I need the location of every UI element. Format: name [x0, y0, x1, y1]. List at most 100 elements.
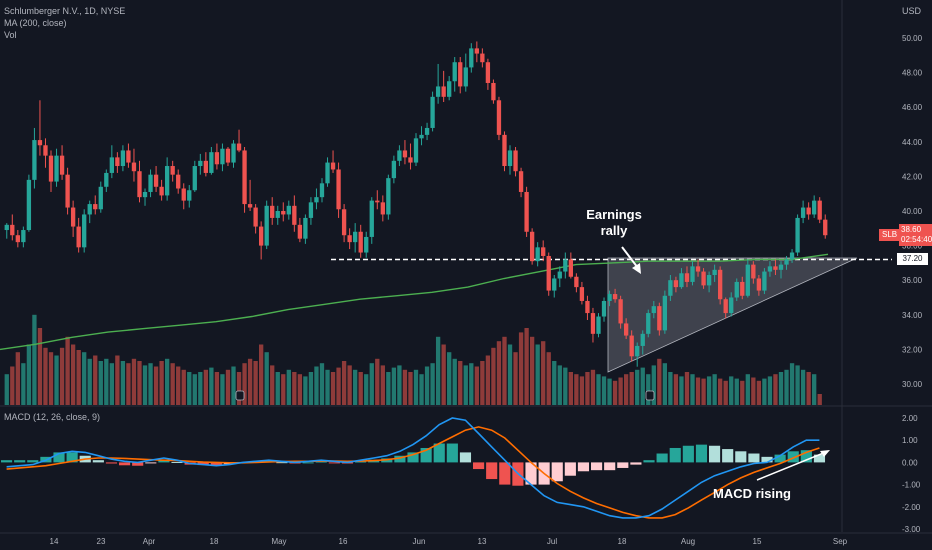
volume-bar [601, 376, 607, 405]
candle-body [458, 62, 463, 87]
volume-bar [513, 352, 518, 405]
volume-bar [87, 358, 92, 405]
volume-bar [541, 341, 546, 405]
volume-bar [800, 369, 806, 405]
time-tick-label: 14 [50, 537, 59, 546]
candle-body [336, 169, 341, 210]
macd-histogram [1, 443, 826, 486]
volume-bar [502, 336, 507, 405]
candle-body [109, 157, 114, 173]
volume-bar [148, 363, 153, 405]
candle-body [37, 140, 43, 146]
candle-body [806, 207, 811, 215]
macd-histogram-bar [433, 443, 445, 463]
candle-body [502, 134, 507, 167]
volume-bar [469, 363, 474, 405]
candle-body [308, 202, 314, 218]
macd-histogram-bar [591, 462, 603, 471]
volume-bar [668, 372, 673, 405]
candle-body [203, 160, 209, 173]
candle-body [397, 150, 402, 161]
macd-tick-label: -2.00 [902, 503, 921, 512]
candle-body [507, 150, 513, 167]
candle-body [607, 294, 612, 301]
volume-bar [474, 366, 479, 405]
time-tick-label: Jun [413, 537, 426, 546]
candle-body [447, 81, 452, 97]
time-tick-label: 23 [97, 537, 106, 546]
volume-bar [32, 314, 37, 405]
volume-bar [579, 376, 585, 405]
candle-body [535, 247, 540, 262]
volume-bar [264, 352, 269, 405]
price-tick-label: 46.00 [902, 103, 923, 112]
volume-bar [629, 372, 634, 405]
candle-body [258, 226, 264, 246]
price-tick-label: 32.00 [902, 345, 923, 354]
volume-bar [408, 372, 413, 405]
candle-body [220, 148, 225, 165]
volume-bar [364, 374, 369, 405]
time-tick-label: 13 [478, 537, 487, 546]
macd-histogram-bar [1, 460, 13, 463]
macd-tick-label: 0.00 [902, 458, 918, 467]
volume-bar [568, 372, 574, 405]
macd-histogram-bar [27, 460, 39, 463]
candle-body [579, 287, 585, 301]
macd-histogram-bar [643, 460, 655, 463]
time-tick-label: 15 [753, 537, 762, 546]
candle-body [358, 231, 363, 253]
volume-bar [546, 352, 551, 405]
volume-bar [690, 374, 695, 405]
candle-body [137, 171, 142, 198]
volume-bar [552, 361, 557, 405]
volume-bar [176, 366, 181, 405]
candle-body [518, 171, 524, 192]
volume-bar [778, 372, 784, 405]
price-tick-label: 30.00 [902, 380, 923, 389]
candle-body [463, 67, 468, 87]
volume-bar [435, 336, 441, 405]
candle-body [364, 236, 369, 253]
volume-bar [590, 369, 596, 405]
volume-bar [712, 374, 717, 405]
macd-histogram-bar [669, 447, 681, 463]
candle-body [419, 134, 424, 139]
candle-body [319, 183, 325, 198]
volume-bar [718, 378, 723, 405]
volume-bar [369, 363, 374, 405]
candle-body [43, 145, 48, 156]
volume-bar [164, 358, 170, 405]
candle-body [695, 266, 701, 272]
candle-body [435, 86, 441, 97]
candle-body [375, 200, 380, 203]
macd-tick-label: 1.00 [902, 436, 918, 445]
candle-body [115, 157, 120, 167]
candle-body [148, 174, 153, 192]
candle-body [303, 217, 308, 239]
candle-body [701, 271, 706, 286]
volume-bar [281, 374, 286, 405]
macd-histogram-bar [499, 462, 511, 485]
macd-histogram-bar [210, 462, 222, 466]
earnings-annotation-line2: rally [600, 223, 628, 238]
volume-bar [131, 358, 137, 405]
volume-bar [463, 365, 468, 405]
candle-body [474, 48, 479, 54]
volume-bar [413, 369, 419, 405]
volume-bar [98, 361, 103, 405]
volume-bar [275, 372, 280, 405]
macd-histogram-bar [709, 445, 721, 463]
volume-bar [679, 376, 684, 405]
candle-body [70, 207, 76, 227]
volume-bar [247, 358, 253, 405]
candle-body [800, 207, 806, 218]
volume-bar [380, 365, 385, 405]
candle-body [32, 140, 37, 180]
volume-bar [535, 344, 540, 405]
macd-histogram-bar [302, 462, 314, 464]
volume-bar [203, 369, 209, 405]
candle-body [281, 211, 286, 215]
volume-bar [10, 366, 15, 405]
